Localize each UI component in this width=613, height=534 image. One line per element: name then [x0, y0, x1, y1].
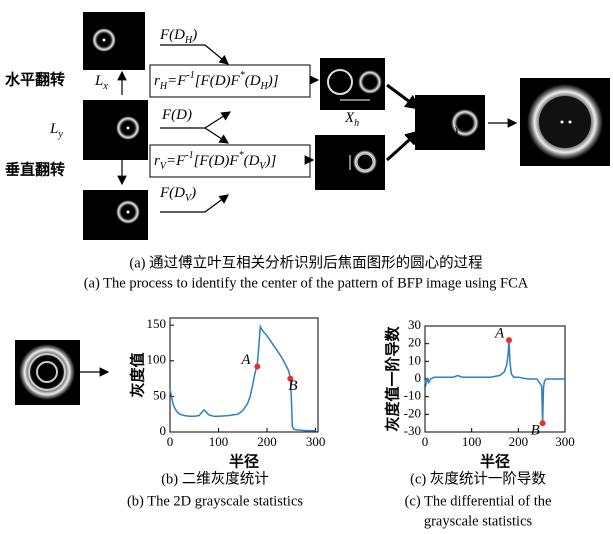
- x-tick-label: 300: [306, 434, 326, 449]
- y-axis-label: 灰度值: [129, 352, 147, 397]
- text-run: ): [191, 27, 197, 43]
- text-run: F(D: [159, 185, 185, 201]
- y-tick-label: 100: [147, 352, 167, 367]
- text-run: [F(D)F: [195, 73, 241, 89]
- text-run: )]: [267, 73, 279, 89]
- y-axis-label: 灰度值一阶导数: [384, 326, 402, 432]
- lx-label: Lx: [94, 73, 108, 92]
- subscript: v: [330, 161, 335, 172]
- x-tick-label: 0: [422, 434, 429, 449]
- y-tick-label: 50: [153, 387, 166, 402]
- superscript: -1: [185, 150, 193, 161]
- subscript: c: [446, 107, 451, 118]
- image-source: [15, 340, 80, 405]
- text-run: L: [94, 73, 103, 89]
- y-tick-label: 0: [160, 423, 167, 438]
- ly-label: Ly: [49, 121, 63, 140]
- image-horizontal: [320, 58, 385, 110]
- y-tick-label: 150: [147, 316, 167, 331]
- plot-frame: [425, 326, 565, 432]
- text-run: =F: [166, 153, 186, 169]
- xh-label: Xh: [344, 110, 359, 129]
- rv-formula: rV=F-1[F(D)F*(DV)]: [154, 150, 277, 172]
- superscript: -1: [186, 70, 194, 81]
- text-run: L: [49, 121, 58, 137]
- y-tick-label: 20: [408, 335, 421, 350]
- y-tick-label: 10: [408, 352, 421, 367]
- annotation-label: B: [531, 423, 540, 439]
- horizontal-flip-label: 水平翻转: [5, 71, 65, 89]
- subscript: y: [57, 129, 63, 140]
- f-dh-label: F(DH): [159, 27, 197, 46]
- y-tick-label: 0: [415, 370, 422, 385]
- y-tick-label: -20: [404, 405, 421, 420]
- text-run: F(D): [161, 107, 192, 123]
- f-d-label: F(D): [161, 107, 192, 123]
- annotation-point: [540, 420, 546, 426]
- caption-a-en: (a) The process to identify the center o…: [84, 275, 529, 291]
- caption-b-en: (b) The 2D grayscale statistics: [127, 493, 303, 509]
- x-tick-label: 200: [509, 434, 529, 449]
- caption-c-en-2: grayscale statistics: [424, 513, 533, 529]
- vertical-flip-label: 垂直翻转: [5, 161, 65, 179]
- f-dv-label: F(DV): [159, 185, 196, 204]
- image-final: [520, 78, 610, 166]
- text-run: F(D: [159, 27, 185, 43]
- annotation-point: [254, 363, 260, 369]
- x-tick-label: 100: [462, 434, 482, 449]
- text-run: [F(D)F: [194, 153, 240, 169]
- text-run: (D: [244, 153, 260, 169]
- rh-formula: rH=F-1[F(D)F*(DH)]: [154, 70, 279, 92]
- x-tick-label: 100: [209, 434, 229, 449]
- text-run: (X: [418, 125, 433, 141]
- x-axis-label: 半径: [480, 453, 510, 471]
- caption-b-cn: (b) 二维灰度统计: [161, 470, 269, 487]
- x-tick-label: 0: [167, 434, 174, 449]
- text-run: (D: [245, 73, 261, 89]
- text-run: )]: [265, 153, 277, 169]
- y-tick-label: -30: [404, 423, 421, 438]
- text-run: ): [190, 185, 196, 201]
- figure: 水平翻转 垂直翻转 Lx Ly F(DH) F(D) F(DV) rH=F-1[…: [0, 0, 613, 534]
- plot-frame: [170, 318, 318, 432]
- annotation-label: A: [494, 326, 505, 342]
- x-tick-label: 200: [257, 434, 277, 449]
- text-run: =F: [167, 73, 187, 89]
- image-top: [83, 12, 145, 70]
- y-tick-label: 30: [408, 317, 421, 332]
- subscript: x: [102, 81, 108, 92]
- text-run: ): [452, 125, 458, 141]
- annotation-point: [506, 337, 512, 343]
- x-axis-label: 半径: [229, 453, 259, 471]
- annotation-label: B: [288, 378, 297, 394]
- caption-a-cn: (a) 通过傅立叶互相关分析识别后焦面图形的圆心的过程: [129, 254, 482, 271]
- image-middle: [83, 100, 148, 160]
- caption-c-cn: (c) 灰度统计一阶导数: [410, 470, 546, 487]
- y-tick-label: -10: [404, 388, 421, 403]
- data-line: [425, 340, 565, 423]
- subscript: h: [354, 118, 359, 129]
- annotation-label: A: [240, 352, 251, 368]
- image-bottom: [83, 190, 148, 240]
- x-tick-label: 300: [555, 434, 575, 449]
- caption-c-en-1: (c) The differential of the: [405, 493, 552, 509]
